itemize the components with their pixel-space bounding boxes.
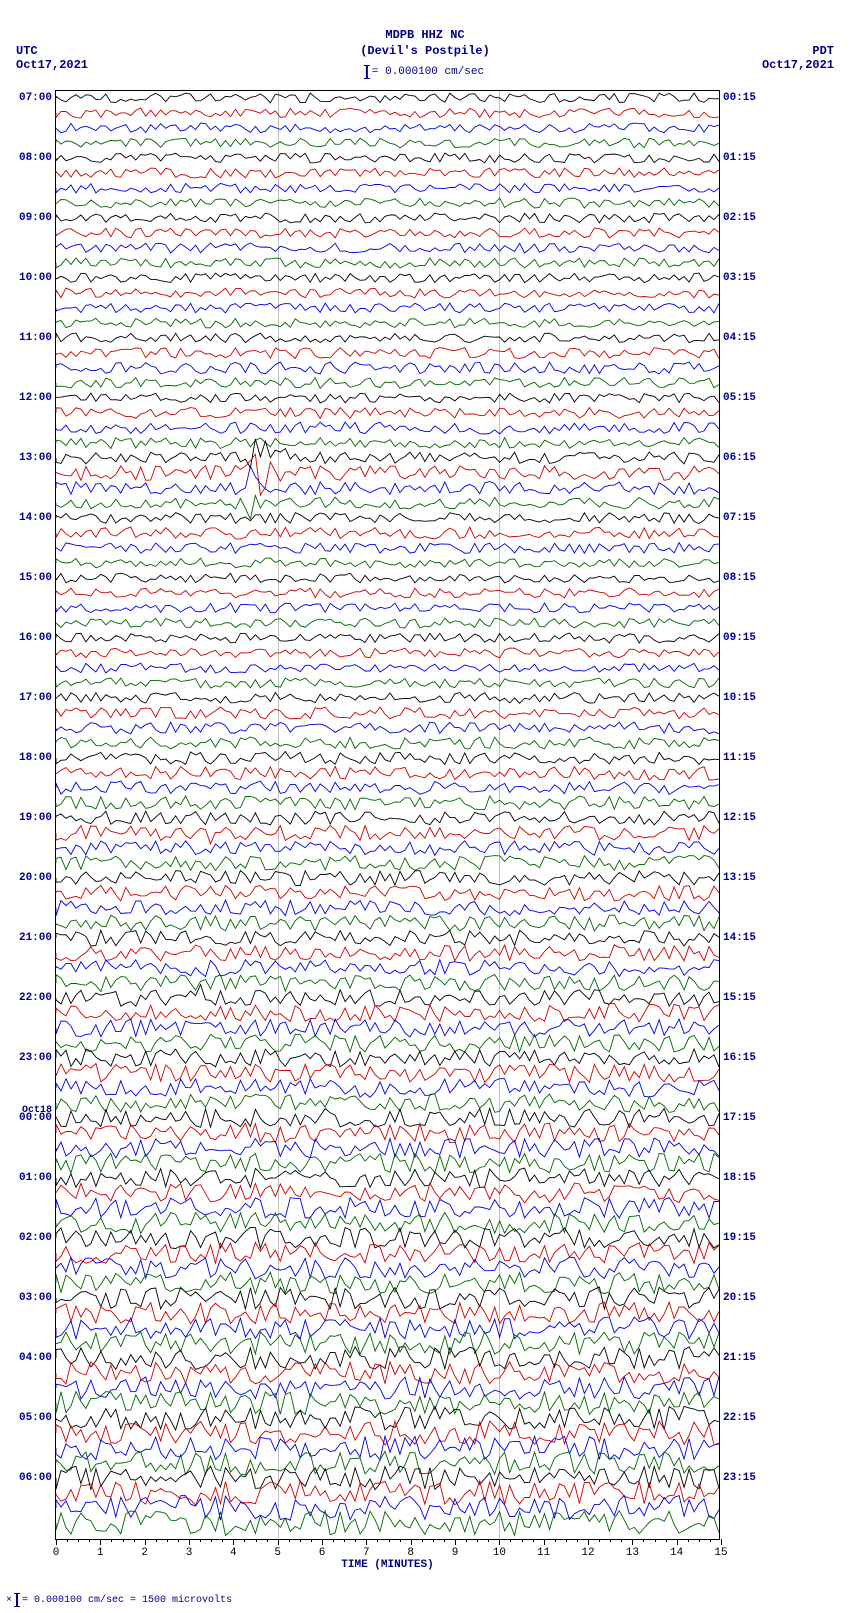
right-time-label: 03:15 bbox=[723, 272, 756, 284]
left-time-label: 14:00 bbox=[19, 512, 52, 524]
scale-bar-icon bbox=[16, 1593, 18, 1607]
left-time-label: 01:00 bbox=[19, 1172, 52, 1184]
right-time-label: 14:15 bbox=[723, 932, 756, 944]
right-time-label: 08:15 bbox=[723, 572, 756, 584]
right-time-label: 13:15 bbox=[723, 872, 756, 884]
right-time-label: 16:15 bbox=[723, 1052, 756, 1064]
left-time-label: 16:00 bbox=[19, 632, 52, 644]
left-time-label: 12:00 bbox=[19, 392, 52, 404]
right-time-label: 17:15 bbox=[723, 1112, 756, 1124]
right-time-label: 04:15 bbox=[723, 332, 756, 344]
left-time-label: 15:00 bbox=[19, 572, 52, 584]
right-time-label: 09:15 bbox=[723, 632, 756, 644]
helicorder-plot: TIME (MINUTES) 0123456789101112131415 07… bbox=[55, 90, 720, 1540]
left-time-label: 17:00 bbox=[19, 692, 52, 704]
left-time-label: 03:00 bbox=[19, 1292, 52, 1304]
footer-prefix: × bbox=[6, 1595, 12, 1606]
right-time-label: 11:15 bbox=[723, 752, 756, 764]
right-time-label: 06:15 bbox=[723, 452, 756, 464]
right-time-label: 01:15 bbox=[723, 152, 756, 164]
left-time-label: 05:00 bbox=[19, 1412, 52, 1424]
left-time-label: 21:00 bbox=[19, 932, 52, 944]
right-time-label: 22:15 bbox=[723, 1412, 756, 1424]
left-time-label: 23:00 bbox=[19, 1052, 52, 1064]
left-time-label: 19:00 bbox=[19, 812, 52, 824]
footer-text: = 0.000100 cm/sec = 1500 microvolts bbox=[22, 1595, 232, 1606]
left-time-label: 13:00 bbox=[19, 452, 52, 464]
left-time-label: 10:00 bbox=[19, 272, 52, 284]
left-time-label: 07:00 bbox=[19, 92, 52, 104]
left-time-label: 22:00 bbox=[19, 992, 52, 1004]
right-time-label: 02:15 bbox=[723, 212, 756, 224]
right-time-label: 05:15 bbox=[723, 392, 756, 404]
right-time-label: 12:15 bbox=[723, 812, 756, 824]
left-time-label: 18:00 bbox=[19, 752, 52, 764]
left-time-label: 04:00 bbox=[19, 1352, 52, 1364]
left-time-label: 09:00 bbox=[19, 212, 52, 224]
left-time-label: 02:00 bbox=[19, 1232, 52, 1244]
right-time-label: 23:15 bbox=[723, 1472, 756, 1484]
right-time-label: 20:15 bbox=[723, 1292, 756, 1304]
right-time-label: 07:15 bbox=[723, 512, 756, 524]
right-time-label: 18:15 bbox=[723, 1172, 756, 1184]
left-time-label: 06:00 bbox=[19, 1472, 52, 1484]
right-time-label: 19:15 bbox=[723, 1232, 756, 1244]
right-time-label: 10:15 bbox=[723, 692, 756, 704]
right-time-label: 15:15 bbox=[723, 992, 756, 1004]
tz-right-label: PDT bbox=[762, 44, 834, 58]
tz-right-date: Oct17,2021 bbox=[762, 58, 834, 72]
left-time-label: 11:00 bbox=[19, 332, 52, 344]
right-time-label: 21:15 bbox=[723, 1352, 756, 1364]
left-day-label: Oct18 bbox=[22, 1105, 52, 1116]
x-tick bbox=[721, 1539, 722, 1545]
seismogram-trace bbox=[56, 1523, 719, 1538]
left-time-label: 08:00 bbox=[19, 152, 52, 164]
left-time-label: 20:00 bbox=[19, 872, 52, 884]
right-time-label: 00:15 bbox=[723, 92, 756, 104]
tz-right: PDT Oct17,2021 bbox=[762, 44, 834, 72]
footer-scale: × = 0.000100 cm/sec = 1500 microvolts bbox=[6, 1593, 232, 1607]
